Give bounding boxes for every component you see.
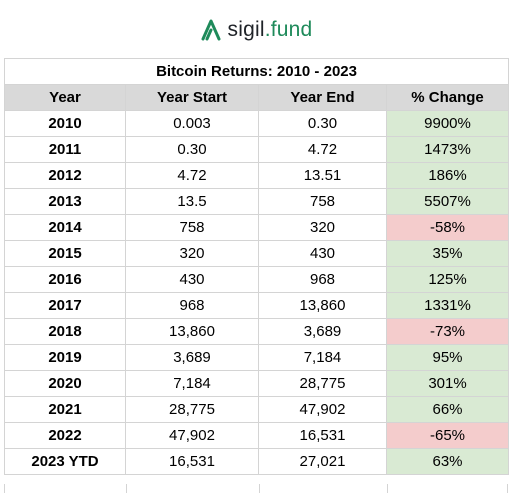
year-start-cell: 4.72	[125, 162, 259, 189]
table-body: 2010 0.003 0.30 9900% 2011 0.30 4.72 1473% 2012 4…	[4, 110, 510, 475]
percent-change-cell: 95%	[385, 344, 510, 371]
table-row: 2021 28,775 47,902 66%	[4, 396, 510, 423]
year-end-cell: 28,775	[258, 370, 387, 397]
year-start-cell: 13,860	[125, 318, 259, 345]
year-end-cell: 47,902	[258, 396, 387, 423]
year-cell: 2019	[4, 344, 126, 371]
table-row: 2015 320 430 35%	[4, 240, 510, 267]
year-end-cell: 16,531	[258, 422, 387, 449]
table-row: 2019 3,689 7,184 95%	[4, 344, 510, 371]
year-start-cell: 968	[125, 292, 259, 319]
year-start-cell: 7,184	[125, 370, 259, 397]
percent-change-cell: 1473%	[385, 136, 510, 163]
percent-change-cell: 9900%	[385, 110, 510, 137]
year-start-cell: 47,902	[125, 422, 259, 449]
percent-change-cell: 125%	[385, 266, 510, 293]
year-cell: 2017	[4, 292, 126, 319]
year-cell: 2013	[4, 188, 126, 215]
year-end-cell: 7,184	[258, 344, 387, 371]
column-header-row: Year Year Start Year End % Change	[4, 84, 510, 111]
column-header-year-end: Year End	[258, 84, 387, 111]
year-cell: 2020	[4, 370, 126, 397]
column-header-year: Year	[4, 84, 126, 111]
table-title: Bitcoin Returns: 2010 - 2023	[3, 58, 510, 85]
year-cell: 2012	[4, 162, 126, 189]
year-cell: 2011	[4, 136, 126, 163]
table-row: 2016 430 968 125%	[4, 266, 510, 293]
percent-change-cell: -58%	[385, 214, 510, 241]
table-row: 2010 0.003 0.30 9900%	[4, 110, 510, 137]
brand-name: sigil.fund	[228, 18, 313, 42]
year-start-cell: 16,531	[125, 448, 259, 475]
year-start-cell: 0.003	[125, 110, 259, 137]
percent-change-cell: 35%	[385, 240, 510, 267]
year-start-cell: 13.5	[125, 188, 259, 215]
column-header-percent-change: % Change	[385, 84, 510, 111]
overflow-edge-divider	[5, 484, 127, 493]
table-row: 2022 47,902 16,531 -65%	[4, 422, 510, 449]
overflow-edge-divider	[5, 484, 260, 493]
year-start-cell: 430	[125, 266, 259, 293]
year-end-cell: 3,689	[258, 318, 387, 345]
table-row: 2013 13.5 758 5507%	[4, 188, 510, 215]
table-row: 2011 0.30 4.72 1473%	[4, 136, 510, 163]
year-start-cell: 28,775	[125, 396, 259, 423]
percent-change-cell: 1331%	[385, 292, 510, 319]
year-start-cell: 0.30	[125, 136, 259, 163]
year-cell: 2010	[4, 110, 126, 137]
percent-change-cell: 5507%	[385, 188, 510, 215]
year-cell: 2018	[4, 318, 126, 345]
table-row: 2018 13,860 3,689 -73%	[4, 318, 510, 345]
year-cell: 2015	[4, 240, 126, 267]
table-row: 2014 758 320 -58%	[4, 214, 510, 241]
brand-lockup: sigil.fund	[200, 18, 313, 42]
returns-table: Bitcoin Returns: 2010 - 2023 Year Year S…	[3, 58, 510, 475]
percent-change-cell: 186%	[385, 162, 510, 189]
year-end-cell: 27,021	[258, 448, 387, 475]
table-row: 2017 968 13,860 1331%	[4, 292, 510, 319]
table-row: 2023 YTD 16,531 27,021 63%	[4, 448, 510, 475]
year-end-cell: 430	[258, 240, 387, 267]
percent-change-cell: -65%	[385, 422, 510, 449]
year-cell: 2022	[4, 422, 126, 449]
year-cell: 2023 YTD	[4, 448, 126, 475]
year-end-cell: 0.30	[258, 110, 387, 137]
percent-change-cell: 63%	[385, 448, 510, 475]
percent-change-cell: 66%	[385, 396, 510, 423]
year-end-cell: 968	[258, 266, 387, 293]
year-end-cell: 758	[258, 188, 387, 215]
overflow-edge-divider	[5, 484, 388, 493]
year-end-cell: 13.51	[258, 162, 387, 189]
brand-name-suffix: .fund	[264, 18, 313, 41]
table-row: 2012 4.72 13.51 186%	[4, 162, 510, 189]
year-end-cell: 320	[258, 214, 387, 241]
year-cell: 2014	[4, 214, 126, 241]
year-start-cell: 758	[125, 214, 259, 241]
year-end-cell: 4.72	[258, 136, 387, 163]
brand-header: sigil.fund	[0, 0, 512, 58]
column-header-year-start: Year Start	[125, 84, 259, 111]
table-row: 2020 7,184 28,775 301%	[4, 370, 510, 397]
year-cell: 2021	[4, 396, 126, 423]
year-cell: 2016	[4, 266, 126, 293]
brand-name-prefix: sigil	[227, 18, 265, 41]
year-end-cell: 13,860	[258, 292, 387, 319]
table-title-row: Bitcoin Returns: 2010 - 2023	[3, 58, 510, 85]
table-overflow-edge	[4, 484, 508, 493]
sigil-logo-icon	[201, 19, 221, 41]
year-start-cell: 320	[125, 240, 259, 267]
percent-change-cell: 301%	[385, 370, 510, 397]
percent-change-cell: -73%	[385, 318, 510, 345]
year-start-cell: 3,689	[125, 344, 259, 371]
